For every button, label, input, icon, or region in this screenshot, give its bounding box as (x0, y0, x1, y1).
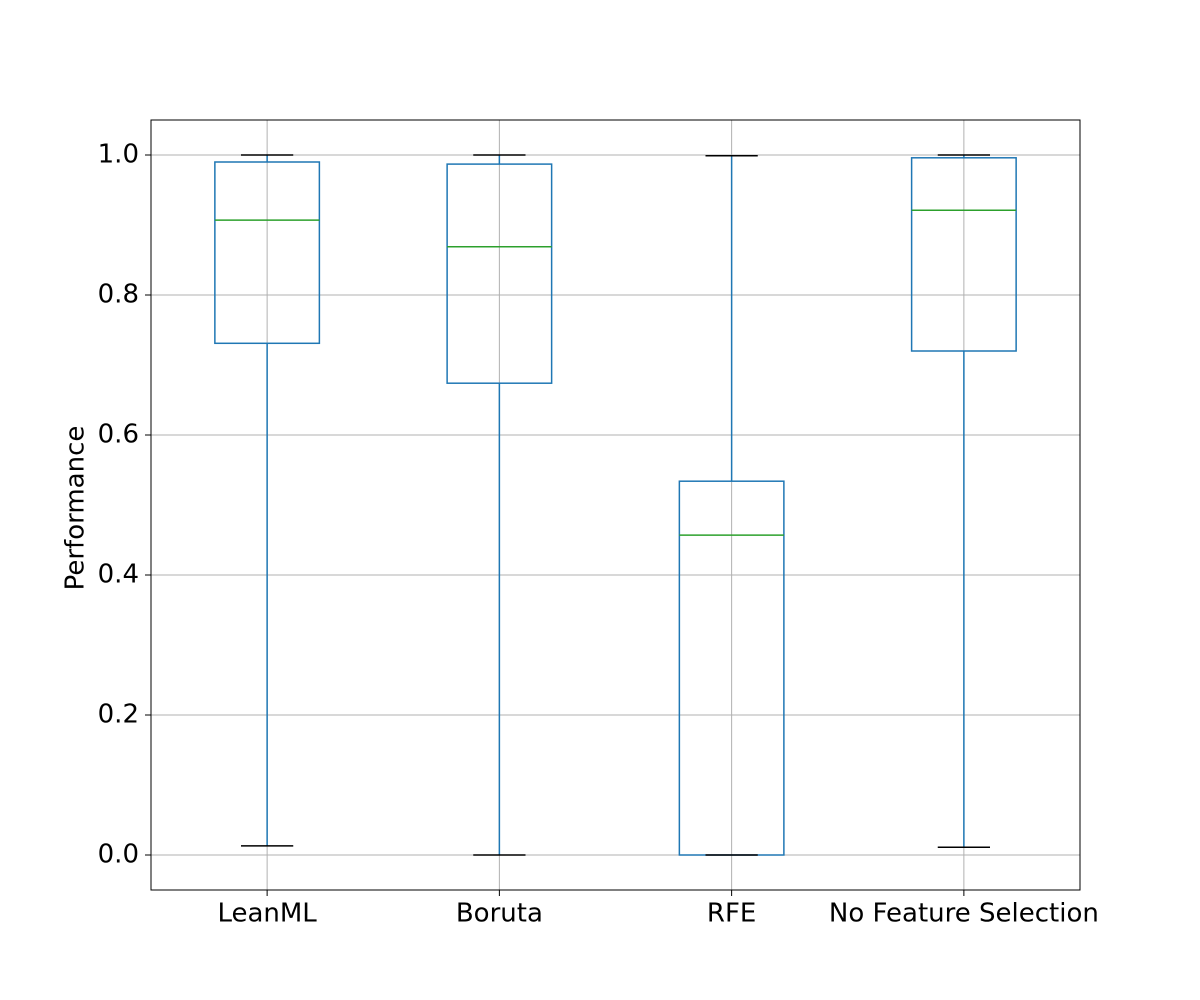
box (446, 163, 553, 384)
x-tick-label: RFE (707, 899, 756, 929)
x-tick-label: LeanML (217, 899, 317, 929)
y-tick-label: 0.4 (98, 560, 139, 590)
plot-frame (150, 119, 1081, 891)
y-tick-label: 0.8 (98, 280, 139, 310)
x-tick-label: No Feature Selection (829, 899, 1099, 929)
box (214, 161, 321, 345)
y-tick-label: 0.0 (98, 840, 139, 870)
y-tick-label: 0.6 (98, 420, 139, 450)
box (910, 157, 1017, 352)
y-tick-label: 0.2 (98, 700, 139, 730)
y-axis-label: Performance (61, 426, 91, 591)
y-tick-label: 1.0 (98, 140, 139, 170)
x-tick-label: Boruta (456, 899, 543, 929)
